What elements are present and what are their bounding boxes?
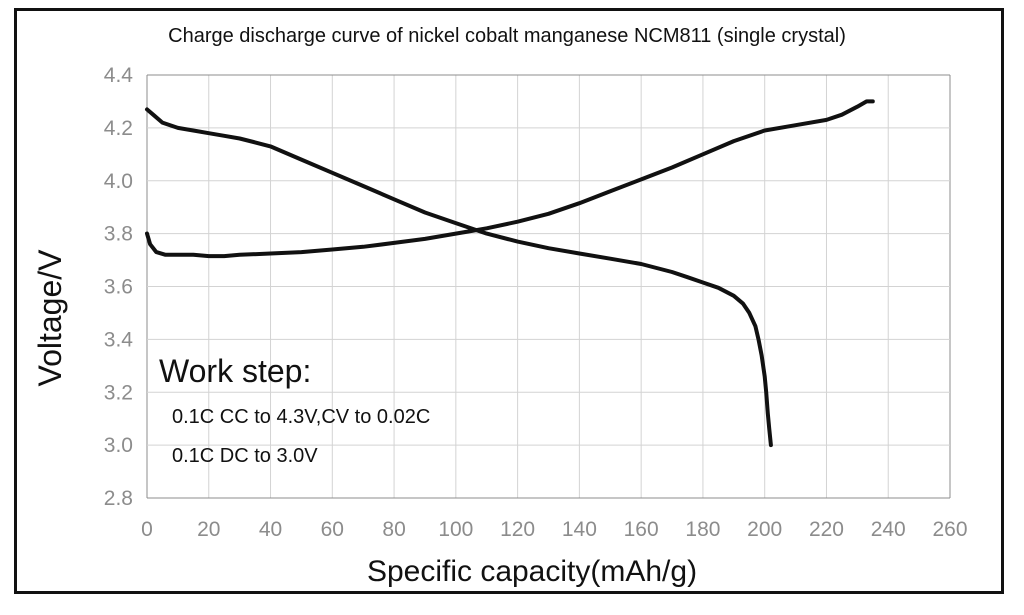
y-tick-label: 3.8 xyxy=(104,223,133,246)
y-tick-label: 3.2 xyxy=(104,381,133,404)
y-tick-label: 2.8 xyxy=(104,487,133,510)
discharge-curve xyxy=(145,107,773,448)
series-layer xyxy=(145,99,875,448)
annotation-heading: Work step: xyxy=(159,353,311,389)
tick-labels: 0 20 40 60 80 100 120 140 160 180 200 220 240 260 4.4 4… xyxy=(104,64,968,541)
charge-curve xyxy=(145,99,875,259)
annotation-line-discharge: 0.1C DC to 3.0V xyxy=(172,445,318,467)
y-tick-label: 3.4 xyxy=(104,328,134,351)
x-tick-label: 0 xyxy=(141,518,153,541)
x-tick-label: 140 xyxy=(562,518,597,541)
x-tick-label: 100 xyxy=(438,518,473,541)
y-tick-label: 3.0 xyxy=(104,434,133,457)
x-tick-label: 20 xyxy=(197,518,220,541)
x-tick-label: 200 xyxy=(747,518,782,541)
chart-frame: Charge discharge curve of nickel cobalt … xyxy=(14,8,1004,594)
annotation-line-charge: 0.1C CC to 4.3V,CV to 0.02C xyxy=(172,406,430,428)
x-tick-label: 60 xyxy=(321,518,344,541)
x-axis-label: Specific capacity(mAh/g) xyxy=(367,555,697,588)
x-tick-label: 40 xyxy=(259,518,282,541)
y-tick-label: 4.4 xyxy=(104,64,134,87)
chart-title: Charge discharge curve of nickel cobalt … xyxy=(168,25,846,47)
x-tick-label: 240 xyxy=(871,518,906,541)
y-tick-label: 3.6 xyxy=(104,276,133,299)
x-tick-label: 260 xyxy=(932,518,967,541)
y-tick-label: 4.0 xyxy=(104,170,133,193)
x-tick-label: 160 xyxy=(624,518,659,541)
x-tick-label: 220 xyxy=(809,518,844,541)
x-tick-label: 80 xyxy=(382,518,405,541)
y-axis-label: Voltage/V xyxy=(32,249,68,387)
chart-svg: Charge discharge curve of nickel cobalt … xyxy=(32,25,968,588)
grid xyxy=(146,74,951,499)
y-tick-label: 4.2 xyxy=(104,117,133,140)
x-tick-label: 180 xyxy=(685,518,720,541)
x-tick-label: 120 xyxy=(500,518,535,541)
